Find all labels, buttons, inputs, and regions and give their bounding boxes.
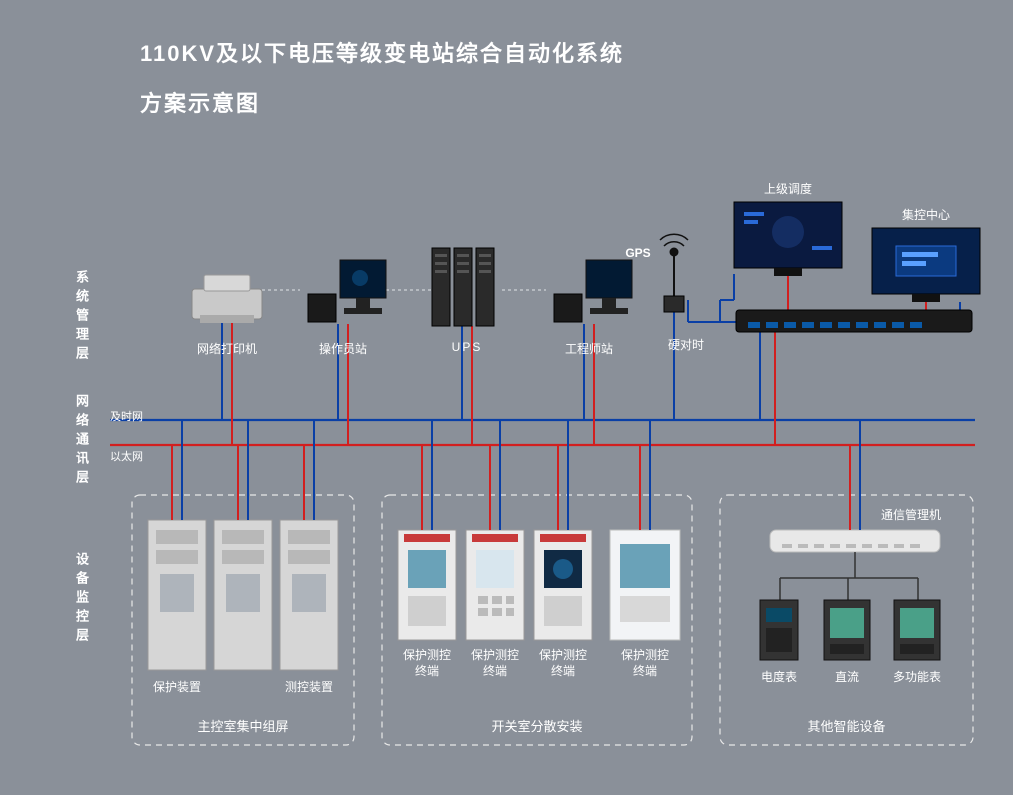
- cabinets-main-control: [148, 520, 338, 670]
- terminals-switch-room: [398, 530, 680, 640]
- label-engstation: 工程师站: [546, 340, 632, 357]
- label-dispatch: 上级调度: [734, 180, 842, 197]
- label-measure-dev: 测控装置: [280, 678, 338, 695]
- label-gps: GPS: [618, 246, 658, 260]
- title-line1: 110KV及以下电压等级变电站综合自动化系统: [140, 36, 624, 68]
- label-meter1: 电度表: [752, 668, 806, 685]
- layer-system: 系统管理层: [72, 270, 91, 365]
- drops-group2: [422, 420, 650, 530]
- label-printer: 网络打印机: [192, 340, 262, 357]
- layer-network: 网络通讯层: [72, 394, 91, 489]
- title-line2: 方案示意图: [140, 86, 624, 118]
- group2-title: 开关室分散安装: [382, 716, 692, 735]
- group1-title: 主控室集中组屏: [132, 716, 354, 735]
- drops-group1: [172, 420, 314, 520]
- bus-red-label: 以太网: [110, 448, 143, 464]
- comm-manager-icon: [770, 530, 940, 552]
- label-meter2: 直流: [824, 668, 870, 685]
- drops-top: [222, 323, 594, 445]
- label-comm-mgr: 通信管理机: [856, 506, 966, 523]
- gps-icon: [660, 234, 688, 312]
- label-gps-side: 硬对时: [668, 336, 682, 353]
- printer-icon: [192, 275, 262, 323]
- operator-station-icon: [308, 260, 386, 322]
- dispatch-monitor-icon: [734, 202, 842, 276]
- bus-blue-label: 及时网: [110, 408, 143, 424]
- control-center-monitor-icon: [872, 228, 980, 302]
- label-term4: 保护测控 终端: [610, 648, 680, 679]
- network-switch-icon: [736, 310, 972, 332]
- group3-title: 其他智能设备: [720, 716, 973, 735]
- label-control-center: 集控中心: [872, 206, 980, 223]
- ups-icon: [432, 248, 494, 326]
- label-meter3: 多功能表: [886, 668, 948, 685]
- label-ups: UPS: [432, 340, 502, 354]
- label-term3: 保护测控 终端: [534, 648, 592, 679]
- label-term1: 保护测控 终端: [398, 648, 456, 679]
- meters: [760, 600, 940, 660]
- label-protect-dev: 保护装置: [148, 678, 206, 695]
- label-term2: 保护测控 终端: [466, 648, 524, 679]
- label-opstation: 操作员站: [300, 340, 386, 357]
- engineer-station-icon: [554, 260, 632, 322]
- layer-device: 设备监控层: [72, 552, 91, 647]
